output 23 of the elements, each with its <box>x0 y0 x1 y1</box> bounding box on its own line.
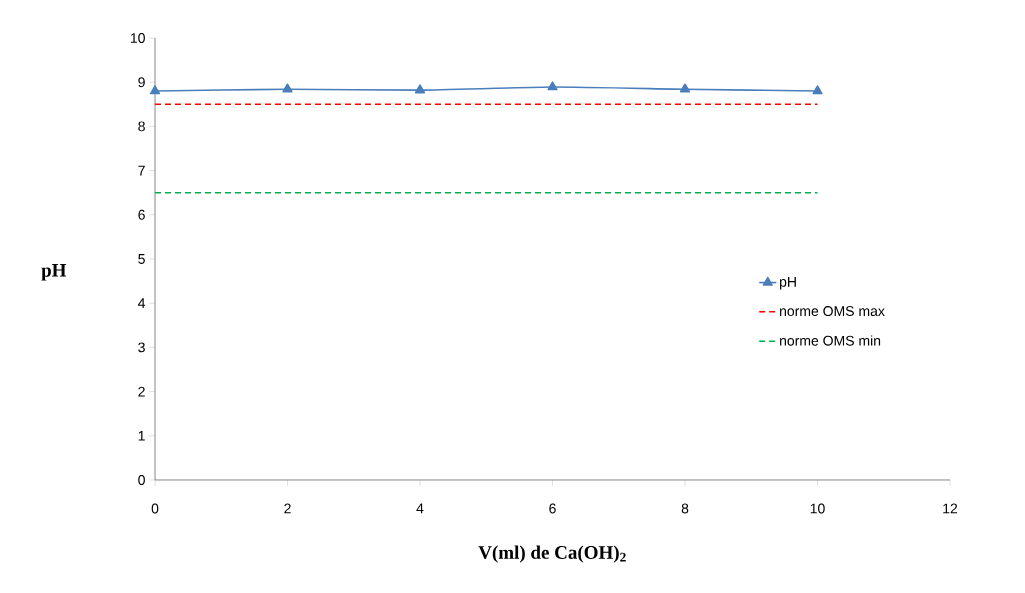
x-tick-label: 8 <box>681 503 689 514</box>
y-tick-label: 8 <box>138 121 145 132</box>
y-tick-label: 10 <box>130 33 145 43</box>
y-tick-label: 0 <box>138 475 145 485</box>
x-tick-label: 12 <box>943 503 958 514</box>
y-axis-title: pH <box>41 264 67 281</box>
x-tick-label: 4 <box>416 503 424 514</box>
x-axis-title: V(ml) de Ca(OH)$_{2}$ <box>478 545 626 563</box>
y-tick-label: 4 <box>138 298 146 308</box>
x-tick-label: 2 <box>284 503 291 514</box>
y-tick-label: 7 <box>138 165 145 176</box>
y-tick-label: 5 <box>138 254 145 264</box>
y-tick-label: 6 <box>138 209 145 220</box>
y-tick-label: 1 <box>138 430 145 441</box>
legend-label: norme OMS max <box>780 306 885 317</box>
legend-label: pH <box>780 277 796 290</box>
x-tick-label: 10 <box>810 503 825 514</box>
legend-label: norme OMS min <box>780 335 881 346</box>
x-tick-label: 0 <box>151 503 159 514</box>
y-tick-label: 3 <box>138 342 145 353</box>
y-tick-label: 9 <box>138 77 145 88</box>
x-tick-label: 6 <box>549 503 556 514</box>
y-tick-label: 2 <box>138 386 145 397</box>
